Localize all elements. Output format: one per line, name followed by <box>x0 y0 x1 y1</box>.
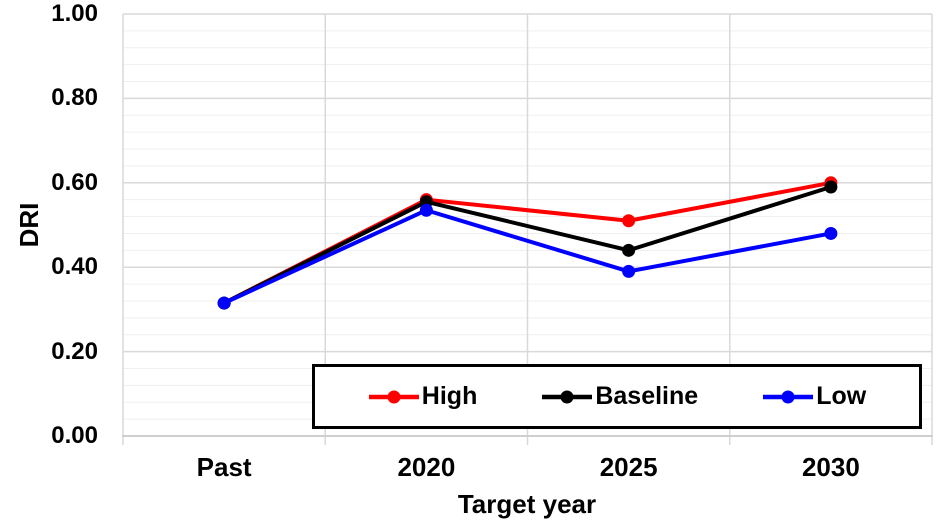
legend-item-high: High <box>368 382 478 411</box>
legend-item-low: Low <box>762 382 866 411</box>
x-axis-category-label: Past <box>196 452 252 482</box>
high-series-marker-icon <box>368 389 420 405</box>
y-axis-tick-label: 1.00 <box>51 0 98 27</box>
legend-label-baseline: Baseline <box>595 382 699 410</box>
legend-label-high: High <box>421 382 478 410</box>
y-axis-tick-label: 0.80 <box>51 84 98 112</box>
low-series-marker-icon <box>762 389 814 405</box>
series-marker-baseline <box>824 180 838 194</box>
legend-label-low: Low <box>816 382 867 410</box>
series-marker-baseline <box>622 243 636 257</box>
x-axis-category-label: 2030 <box>801 452 860 482</box>
x-axis-category-label: 2025 <box>599 452 658 482</box>
series-marker-low <box>419 203 433 217</box>
baseline-series-marker-icon <box>541 389 593 405</box>
y-axis-tick-label: 0.60 <box>51 168 98 196</box>
series-marker-low <box>217 296 231 310</box>
y-axis-tick-label: 0.00 <box>51 422 98 449</box>
y-axis-tick-label: 0.40 <box>51 253 98 281</box>
series-marker-high <box>622 214 636 228</box>
series-marker-low <box>622 264 636 278</box>
series-line-baseline <box>222 185 833 306</box>
legend-item-baseline: Baseline <box>541 382 698 411</box>
series-line-low <box>222 208 833 306</box>
y-axis-tick-label: 0.20 <box>51 337 98 365</box>
x-axis-title: Target year <box>457 489 597 519</box>
series-marker-low <box>824 226 838 240</box>
x-axis-category-label: 2020 <box>397 452 456 482</box>
legend: High Baseline Low <box>312 364 922 429</box>
